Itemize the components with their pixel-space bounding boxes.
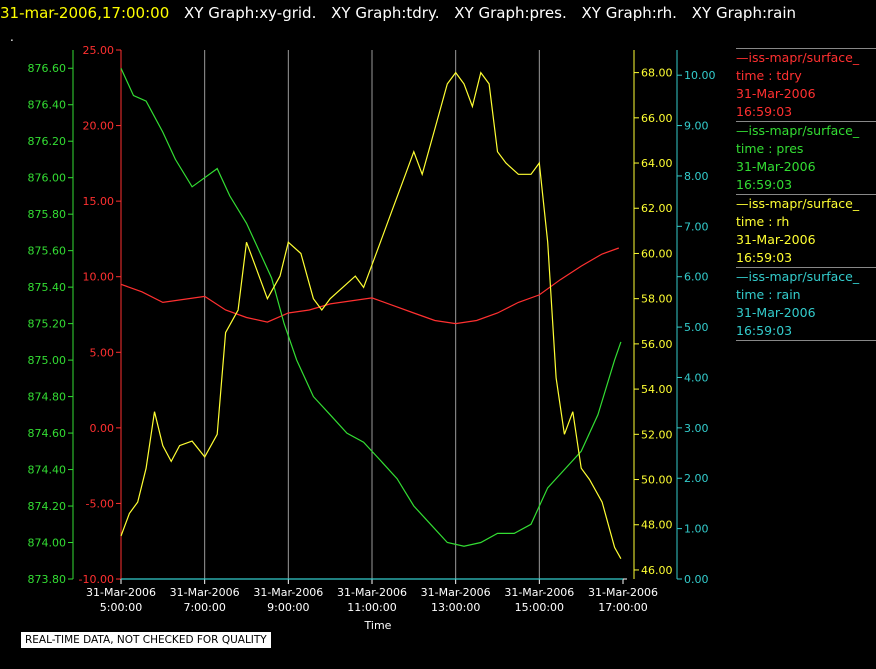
pres-series-line	[120, 67, 622, 547]
rain-tick-label: 3.00	[684, 422, 709, 435]
legend-series-time: 16:59:03	[736, 250, 793, 265]
legend-series-var: time : rh	[736, 214, 790, 229]
time-tick-label-date: 31-Mar-2006	[588, 586, 658, 599]
time-tick-label-time: 11:00:00	[347, 601, 396, 614]
header-dot: .	[10, 30, 14, 44]
rain-tick-label: 5.00	[684, 321, 709, 334]
rh-tick-label: 50.00	[641, 474, 673, 487]
legend-entry-rain: —iss-mapr/surface_ time : rain 31-Mar-20…	[736, 267, 876, 341]
header-title-rain: XY Graph:rain	[691, 4, 797, 22]
time-tick-label-time: 13:00:00	[431, 601, 480, 614]
legend-series-var: time : tdry	[736, 68, 802, 83]
header-datetime: 31-mar-2006,17:00:00	[0, 4, 170, 22]
rain-tick-label: 9.00	[684, 120, 709, 133]
legend-series-time: 16:59:03	[736, 104, 793, 119]
time-tick-label-date: 31-Mar-2006	[253, 586, 323, 599]
rain-tick-label: 4.00	[684, 371, 709, 384]
legend-series-name: —iss-mapr/surface_	[736, 50, 860, 65]
rh-tick-label: 66.00	[641, 112, 673, 125]
legend-entry-rh: —iss-mapr/surface_ time : rh 31-Mar-2006…	[736, 194, 876, 267]
rain-tick-label: 1.00	[684, 523, 709, 536]
rh-tick-label: 46.00	[641, 564, 673, 577]
rh-tick-label: 54.00	[641, 383, 673, 396]
rain-tick-label: 6.00	[684, 271, 709, 284]
time-axis-title: Time	[364, 619, 392, 632]
pres-tick-label: 876.60	[28, 62, 67, 75]
tdry-tick-label: 0.00	[90, 422, 115, 435]
rh-tick-label: 68.00	[641, 67, 673, 80]
time-tick-label-date: 31-Mar-2006	[421, 586, 491, 599]
legend-series-var: time : rain	[736, 287, 801, 302]
pres-tick-label: 874.00	[28, 537, 67, 550]
header-title-xy-grid: XY Graph:xy-grid.	[184, 4, 317, 22]
time-tick-label-date: 31-Mar-2006	[337, 586, 407, 599]
pres-tick-label: 875.60	[28, 245, 67, 258]
time-tick-label-date: 31-Mar-2006	[504, 586, 574, 599]
legend-series-var: time : pres	[736, 141, 804, 156]
time-tick-label-time: 7:00:00	[183, 601, 225, 614]
legend-series-name: —iss-mapr/surface_	[736, 123, 860, 138]
header-title-tdry: XY Graph:tdry.	[331, 4, 440, 22]
tdry-tick-label: 5.00	[90, 346, 115, 359]
tdry-tick-label: -5.00	[86, 497, 114, 510]
time-tick-label-time: 17:00:00	[598, 601, 647, 614]
rh-tick-label: 48.00	[641, 519, 673, 532]
pres-tick-label: 873.80	[28, 573, 67, 586]
pres-tick-label: 875.40	[28, 281, 67, 294]
time-tick-label-date: 31-Mar-2006	[86, 586, 156, 599]
tdry-tick-label: 15.00	[83, 195, 115, 208]
pres-tick-label: 874.40	[28, 464, 67, 477]
legend-series-date: 31-Mar-2006	[736, 305, 816, 320]
legend: —iss-mapr/surface_ time : tdry 31-Mar-20…	[736, 48, 876, 341]
legend-series-date: 31-Mar-2006	[736, 232, 816, 247]
pres-tick-label: 874.80	[28, 391, 67, 404]
tdry-tick-label: -10.00	[79, 573, 114, 586]
tdry-tick-label: 10.00	[83, 271, 115, 284]
quality-notice: REAL-TIME DATA, NOT CHECKED FOR QUALITY	[20, 631, 272, 649]
tdry-series-line	[120, 247, 620, 325]
pres-tick-label: 874.20	[28, 500, 67, 513]
legend-series-time: 16:59:03	[736, 323, 793, 338]
pres-tick-label: 875.00	[28, 354, 67, 367]
legend-series-date: 31-Mar-2006	[736, 159, 816, 174]
header-title-pres: XY Graph:pres.	[454, 4, 567, 22]
tdry-tick-label: 20.00	[83, 120, 115, 133]
rh-tick-label: 64.00	[641, 157, 673, 170]
legend-entry-tdry: —iss-mapr/surface_ time : tdry 31-Mar-20…	[736, 48, 876, 121]
legend-series-time: 16:59:03	[736, 177, 793, 192]
time-tick-label-time: 5:00:00	[100, 601, 142, 614]
legend-series-name: —iss-mapr/surface_	[736, 196, 860, 211]
legend-entry-pres: —iss-mapr/surface_ time : pres 31-Mar-20…	[736, 121, 876, 194]
time-tick-label-date: 31-Mar-2006	[170, 586, 240, 599]
pres-tick-label: 876.00	[28, 172, 67, 185]
header-bar: 31-mar-2006,17:00:00 XY Graph:xy-grid. X…	[0, 2, 796, 24]
rh-series-line	[120, 71, 622, 559]
rh-tick-label: 56.00	[641, 338, 673, 351]
time-tick-label-time: 9:00:00	[267, 601, 309, 614]
header-title-rh: XY Graph:rh.	[581, 4, 677, 22]
pres-tick-label: 875.80	[28, 208, 67, 221]
rh-tick-label: 52.00	[641, 428, 673, 441]
rh-tick-label: 58.00	[641, 293, 673, 306]
pres-tick-label: 875.20	[28, 318, 67, 331]
rh-tick-label: 60.00	[641, 247, 673, 260]
rain-tick-label: 10.00	[684, 69, 716, 82]
rh-tick-label: 62.00	[641, 202, 673, 215]
rain-tick-label: 2.00	[684, 472, 709, 485]
legend-series-date: 31-Mar-2006	[736, 86, 816, 101]
tdry-tick-label: 25.00	[83, 44, 115, 57]
rain-tick-label: 0.00	[684, 573, 709, 586]
legend-series-name: —iss-mapr/surface_	[736, 269, 860, 284]
time-tick-label-time: 15:00:00	[515, 601, 564, 614]
pres-tick-label: 876.40	[28, 99, 67, 112]
pres-tick-label: 876.20	[28, 135, 67, 148]
rain-tick-label: 8.00	[684, 170, 709, 183]
pres-tick-label: 874.60	[28, 427, 67, 440]
rain-tick-label: 7.00	[684, 220, 709, 233]
